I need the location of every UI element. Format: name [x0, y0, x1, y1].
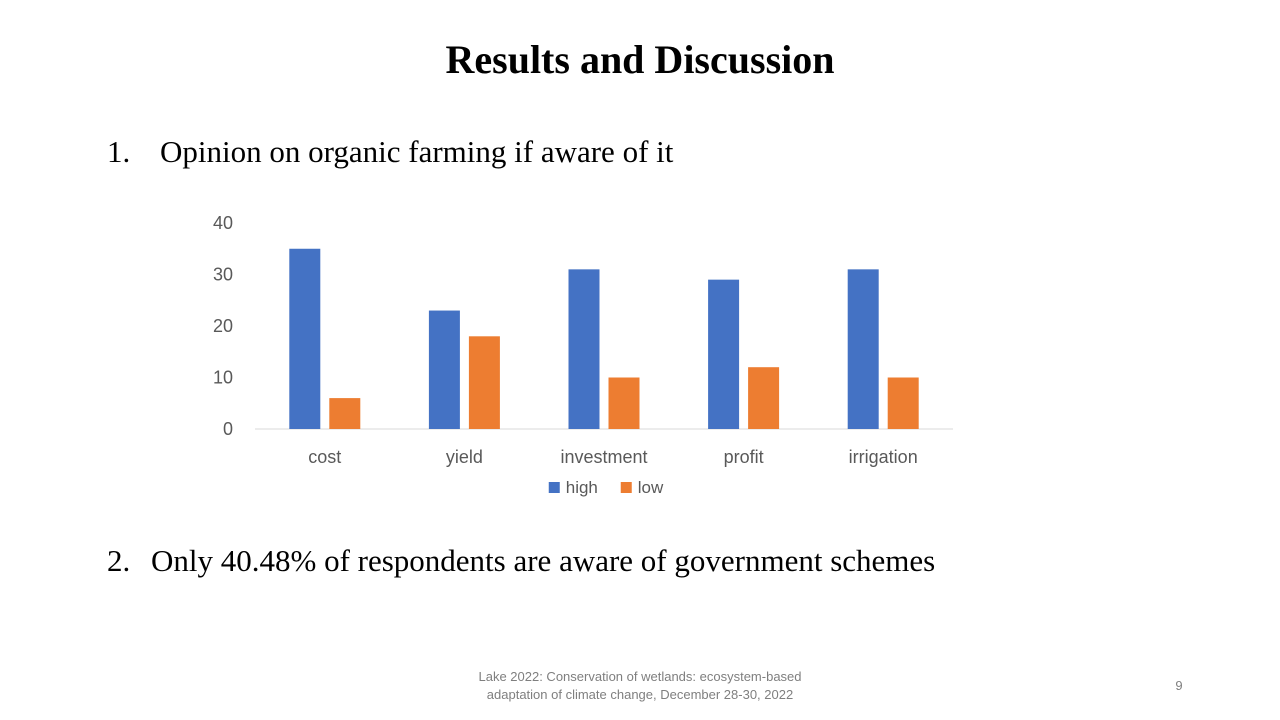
bar-high-profit: [708, 279, 740, 429]
bar-low-profit: [748, 367, 780, 429]
bar-chart: 0 10 20 30 40 cost yield investment profit irriga…: [213, 213, 953, 497]
legend-label-low: low: [638, 478, 664, 497]
x-tick-label-profit: profit: [724, 447, 764, 467]
x-tick-label-investment: investment: [560, 447, 647, 467]
footer-line-1: Lake 2022: Conservation of wetlands: eco…: [478, 669, 802, 684]
footer-line-2: adaptation of climate change, December 2…: [486, 687, 794, 702]
bullet-number-1: 1.: [107, 134, 131, 169]
y-tick-label: 30: [213, 265, 233, 285]
bullet-text-1: Opinion on organic farming if aware of i…: [160, 134, 674, 169]
bar-low-irrigation: [887, 377, 919, 429]
bullet-text-2: Only 40.48% of respondents are aware of …: [151, 543, 936, 578]
bullet-point-2: 2. Only 40.48% of respondents are aware o…: [107, 543, 935, 579]
bar-high-cost: [289, 248, 321, 429]
slide-footer: Lake 2022: Conservation of wetlands: eco…: [440, 668, 840, 704]
x-tick-label-irrigation: irrigation: [849, 447, 918, 467]
slide-title: Results and Discussion: [445, 37, 835, 82]
bar-high-yield: [428, 310, 460, 429]
y-tick-label: 20: [213, 316, 233, 336]
legend-swatch-high: [548, 482, 560, 493]
y-tick-label: 10: [213, 368, 233, 388]
x-tick-label-yield: yield: [446, 447, 483, 467]
y-tick-label: 0: [223, 419, 233, 439]
bar-high-irrigation: [847, 269, 879, 429]
legend-label-high: high: [566, 478, 598, 497]
page-number: 9: [1175, 678, 1183, 693]
bullet-number-2: 2.: [107, 543, 131, 578]
bullet-point-1: 1. Opinion on organic farming if aware of…: [107, 134, 673, 170]
bar-low-investment: [608, 377, 640, 429]
y-tick-label: 40: [213, 213, 233, 233]
x-tick-label-cost: cost: [308, 447, 341, 467]
legend-swatch-low: [620, 482, 632, 493]
bar-low-cost: [329, 398, 361, 429]
bar-low-yield: [468, 336, 500, 429]
bar-high-investment: [568, 269, 600, 429]
